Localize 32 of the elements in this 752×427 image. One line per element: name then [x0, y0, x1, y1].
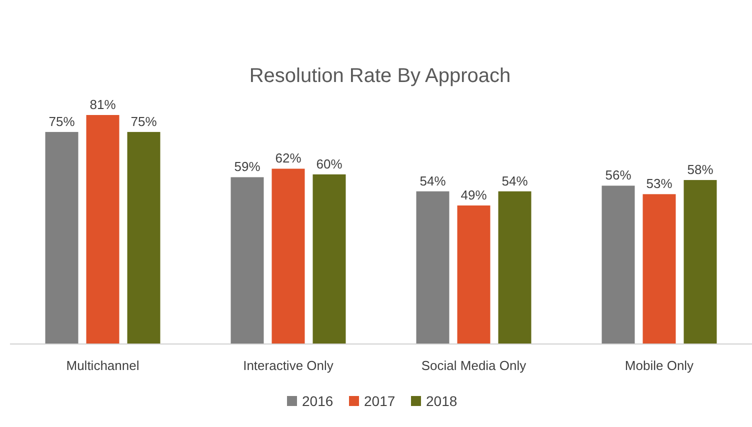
legend-label: 2018 [426, 393, 458, 409]
x-tick-label: Interactive Only [243, 358, 334, 373]
data-label: 58% [687, 162, 714, 178]
data-label: 56% [605, 168, 632, 183]
x-tick-label: Mobile Only [624, 358, 694, 373]
bar [272, 168, 305, 344]
x-tick-label: Multichannel [66, 358, 140, 373]
data-label: 54% [420, 173, 446, 188]
data-label: 60% [316, 156, 343, 172]
bar [498, 191, 532, 344]
bar [86, 115, 120, 344]
data-label: 75% [130, 114, 158, 129]
data-label: 75% [48, 114, 76, 129]
bar [642, 194, 676, 344]
data-label: 62% [275, 150, 302, 166]
bar [684, 180, 717, 344]
bar [127, 132, 160, 344]
data-label: 49% [460, 187, 488, 202]
bar [230, 177, 264, 344]
data-label: 54% [502, 173, 528, 188]
bar [312, 174, 346, 344]
bar [457, 205, 490, 344]
bar [416, 191, 450, 344]
chart-title: Resolution Rate By Approach [249, 65, 511, 87]
data-label: 81% [90, 97, 116, 112]
bar [602, 186, 635, 344]
bar [45, 132, 78, 344]
x-tick-label: Social Media Only [421, 358, 527, 373]
data-label: 53% [646, 176, 673, 192]
legend-label: 2017 [364, 393, 396, 409]
legend-label: 2016 [302, 393, 334, 409]
data-label: 59% [234, 159, 261, 174]
